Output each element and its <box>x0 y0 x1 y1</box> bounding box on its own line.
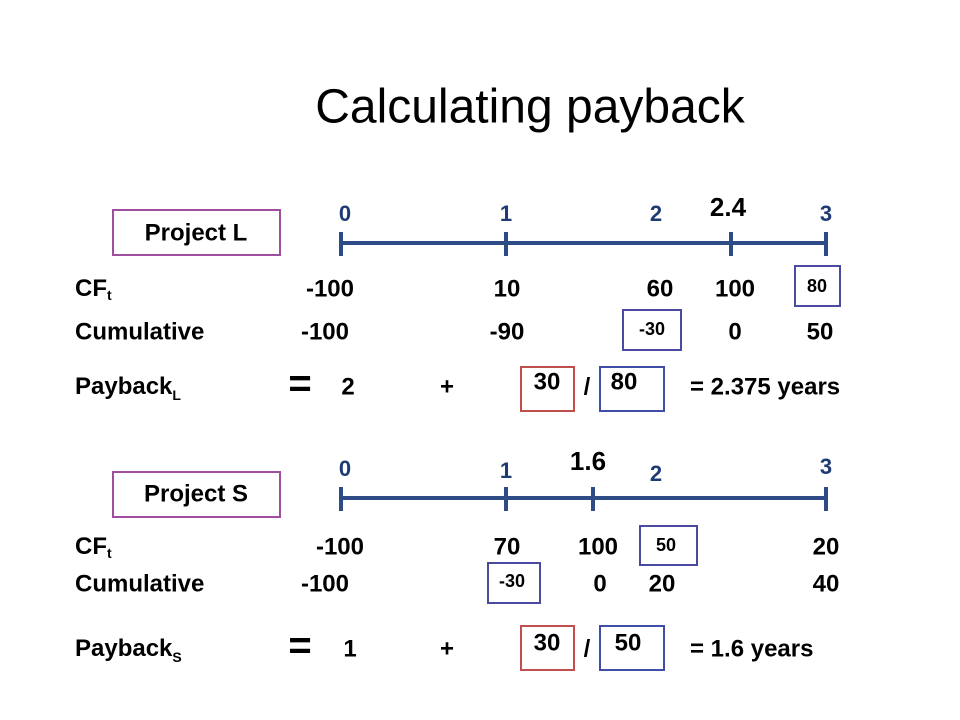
payback-marker: 1.6 <box>570 446 606 476</box>
project-box <box>112 471 281 518</box>
value-box <box>794 265 841 307</box>
period: 2 <box>650 461 662 486</box>
cumulative-value: 50 <box>807 318 834 345</box>
value-box <box>487 562 541 604</box>
cf-boxed: 80 <box>807 276 827 296</box>
cumulative-value: 40 <box>813 570 840 597</box>
plus: + <box>440 635 454 662</box>
period: 3 <box>820 201 832 226</box>
cf-value: 100 <box>578 533 618 560</box>
equals: = <box>288 362 311 406</box>
value-box <box>639 525 698 566</box>
cf-value: 100 <box>715 275 755 302</box>
slide-title: Calculating payback <box>315 81 746 134</box>
base: 2 <box>341 373 354 400</box>
cumulative-boxed: -30 <box>639 319 665 339</box>
denominator: 50 <box>615 629 642 656</box>
period: 0 <box>339 201 351 226</box>
base: 1 <box>343 635 356 662</box>
row-label: CFt <box>75 275 112 302</box>
numerator-box <box>520 625 575 671</box>
cf-value: 70 <box>494 533 521 560</box>
payback-marker: 2.4 <box>710 192 747 222</box>
cumulative-label: Cumulative <box>75 318 204 345</box>
payback-sub: L <box>172 387 181 403</box>
cf-sub: t <box>107 545 112 561</box>
plus: + <box>440 373 454 400</box>
cf-boxed: 50 <box>656 535 676 555</box>
row-label: CFt <box>75 533 112 560</box>
period: 0 <box>339 456 351 481</box>
period: 1 <box>500 458 512 483</box>
cf-value: 10 <box>494 275 521 302</box>
numerator: 30 <box>534 368 561 395</box>
cf-value: -100 <box>306 275 354 302</box>
cumulative-value: 0 <box>728 318 741 345</box>
denominator-box <box>599 366 665 412</box>
cf-value: -100 <box>316 533 364 560</box>
equals: = <box>288 624 311 668</box>
denominator-box <box>599 625 665 671</box>
payback-label: PaybackL <box>75 373 181 402</box>
result: = 2.375 years <box>690 373 840 400</box>
cf-label: CF <box>75 533 107 560</box>
project-box <box>112 209 281 256</box>
cumulative-value: 20 <box>649 570 676 597</box>
value-box <box>622 309 682 351</box>
payback-text: Payback <box>75 635 173 662</box>
cf-sub: t <box>107 287 112 303</box>
cumulative-value: -100 <box>301 318 349 345</box>
cumulative-boxed: -30 <box>499 571 525 591</box>
cf-value: 60 <box>647 275 674 302</box>
numerator-box <box>520 366 575 412</box>
cumulative-value: 0 <box>593 570 606 597</box>
project-label: Project L <box>145 219 248 246</box>
cumulative-label: Cumulative <box>75 570 204 597</box>
cumulative-value: -90 <box>490 318 525 345</box>
slash: / <box>584 635 591 662</box>
period: 2 <box>650 201 662 226</box>
payback-sub: S <box>172 649 181 665</box>
numerator: 30 <box>534 629 561 656</box>
period: 1 <box>500 201 512 226</box>
slash: / <box>584 373 591 400</box>
cumulative-value: -100 <box>301 570 349 597</box>
period: 3 <box>820 454 832 479</box>
project-label: Project S <box>144 480 248 507</box>
result: = 1.6 years <box>690 635 813 662</box>
payback-label: PaybackS <box>75 635 182 664</box>
payback-text: Payback <box>75 373 173 400</box>
denominator: 80 <box>611 368 638 395</box>
cf-value: 20 <box>813 533 840 560</box>
cf-label: CF <box>75 275 107 302</box>
